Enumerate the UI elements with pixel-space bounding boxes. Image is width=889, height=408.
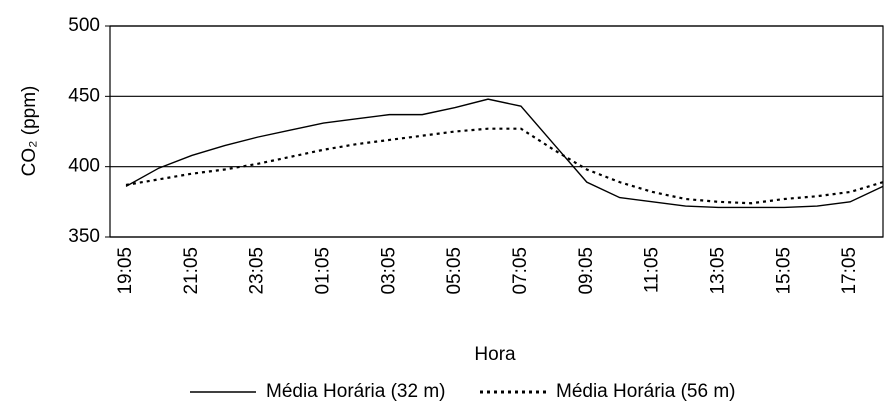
y-tick-label: 400 — [68, 156, 100, 177]
y-tick-label: 500 — [68, 15, 100, 36]
x-tick-label: 13:05 — [707, 247, 728, 295]
x-tick-label: 17:05 — [839, 247, 860, 295]
x-tick-label: 23:05 — [247, 247, 268, 295]
plot-frame — [109, 25, 884, 238]
x-axis-title: Hora — [474, 344, 516, 365]
y-axis-title: CO₂ (ppm) — [19, 86, 40, 177]
x-tick-label: 21:05 — [181, 247, 202, 295]
y-tick-label: 450 — [68, 85, 100, 106]
x-tick-label: 05:05 — [444, 247, 465, 295]
legend-label: Média Horária (56 m) — [556, 381, 736, 402]
x-tick-label: 07:05 — [510, 247, 531, 295]
series-line — [125, 127, 884, 205]
x-tick-label: 11:05 — [642, 247, 663, 293]
x-tick-label: 15:05 — [773, 247, 794, 295]
x-tick-label: 03:05 — [378, 247, 399, 295]
x-tick-label: 01:05 — [312, 247, 333, 295]
x-tick-label: 09:05 — [576, 247, 597, 295]
series-line — [125, 98, 884, 209]
x-tick-label: 19:05 — [115, 247, 136, 295]
legend-label: Média Horária (32 m) — [266, 381, 446, 402]
y-tick-label: 350 — [68, 226, 100, 247]
